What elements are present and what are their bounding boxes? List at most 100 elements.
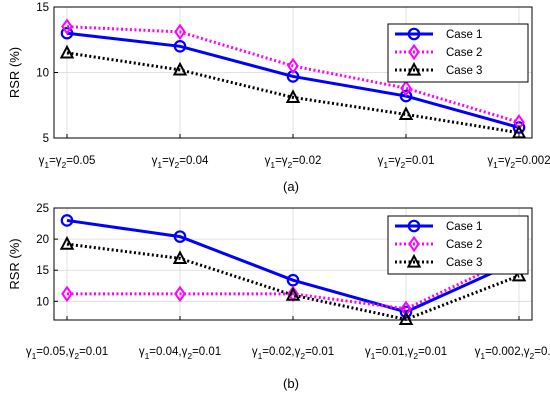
x-tick-label-part: 2 — [175, 160, 180, 170]
x-tick-label-part: 2 — [530, 351, 535, 361]
x-tick-label: γ1=0.05,γ2=0.01 — [26, 346, 108, 361]
point-marker-circle — [60, 214, 74, 227]
point-marker-diamond — [61, 18, 73, 35]
x-tick-label-part: =γ — [162, 155, 175, 167]
point-marker-triangle — [285, 286, 301, 301]
x-tick-label-part: 2 — [413, 351, 418, 361]
x-tick-label-part: =0.01 — [405, 155, 434, 167]
x-tick-label: γ1=0.002,γ2=0.01 — [475, 346, 550, 361]
point-marker-circle — [399, 305, 413, 319]
x-tick-label-part: =γ — [275, 155, 288, 167]
x-tick-label: γ1=γ2=0.01 — [378, 155, 435, 170]
point-marker-diamond — [61, 285, 73, 303]
x-tick-label-part: =0.01 — [534, 346, 550, 358]
x-tick-label-part: 2 — [300, 351, 305, 361]
x-tick-label: γ1=γ2=0.04 — [152, 155, 209, 170]
panel-caption: (a) — [283, 179, 299, 194]
series-line — [66, 218, 520, 314]
x-tick-label-part: 1 — [44, 160, 49, 170]
point-marker-triangle — [172, 61, 188, 76]
x-tick-label: γ1=0.02,γ2=0.01 — [252, 346, 334, 361]
point-marker-circle — [286, 273, 300, 287]
legend-label: Case 2 — [446, 239, 482, 251]
x-tick-label-part: γ — [378, 155, 384, 167]
point-marker-diamond — [174, 23, 186, 41]
x-tick-label-part: 1 — [493, 160, 498, 170]
x-tick-label-part: γ — [265, 155, 271, 167]
point-marker-triangle — [511, 267, 527, 282]
x-tick-label-part: γ — [365, 346, 371, 358]
series-case-3 — [59, 235, 527, 325]
x-tick-label-part: γ — [152, 155, 158, 167]
x-tick-label-part: 1 — [145, 351, 150, 361]
series-case-1 — [60, 26, 526, 134]
series-line — [67, 254, 520, 311]
x-tick-label-part: =0.01 — [192, 346, 221, 358]
point-marker-circle — [173, 230, 187, 243]
x-tick-label: γ1=γ2=0.05 — [39, 155, 96, 170]
x-tick-label-part: =0.04,γ — [149, 346, 187, 358]
point-marker-circle — [173, 39, 187, 53]
y-tick-label: 5 — [43, 133, 49, 145]
x-tick-label-part: =0.01 — [418, 346, 447, 358]
legend-label: Case 3 — [446, 65, 482, 77]
x-tick-label-part: =0.05 — [66, 155, 95, 167]
x-tick-label-part: γ — [39, 155, 45, 167]
point-marker-triangle — [59, 235, 75, 250]
x-tick-label-part: 1 — [480, 351, 485, 361]
x-tick-label-part: γ — [487, 155, 493, 167]
series-case-3 — [59, 44, 527, 139]
x-tick-label: γ1=γ2=0.02 — [265, 155, 322, 170]
x-tick-label-part: 1 — [157, 160, 162, 170]
point-marker-diamond — [400, 79, 412, 97]
x-tick-label-part: =0.05,γ — [36, 346, 74, 358]
x-tick-label-part: 1 — [258, 351, 263, 361]
y-axis-label: RSR (%) — [7, 47, 22, 98]
legend-label: Case 1 — [446, 221, 482, 233]
y-axis-label: RSR (%) — [7, 238, 22, 289]
legend-label: Case 3 — [446, 257, 482, 269]
point-marker-circle — [407, 219, 421, 233]
x-tick-label: γ1=γ2=0.002 — [487, 155, 550, 170]
x-tick-label-part: =γ — [49, 155, 62, 167]
x-tick-label-part: =0.01 — [79, 346, 108, 358]
x-tick-label-part: 2 — [62, 160, 67, 170]
x-tick-label-part: 2 — [510, 160, 515, 170]
legend-label: Case 1 — [446, 29, 482, 41]
point-marker-triangle — [511, 124, 527, 139]
series-line — [66, 51, 520, 135]
series-line — [66, 242, 520, 321]
x-tick-label-part: 1 — [371, 351, 376, 361]
point-marker-triangle — [406, 61, 422, 76]
y-tick-label: 25 — [36, 203, 49, 215]
x-tick-label-part: =0.04 — [179, 155, 209, 167]
point-marker-diamond — [287, 57, 299, 75]
x-tick-label-part: 2 — [401, 160, 406, 170]
x-tick-label-part: 1 — [270, 160, 275, 170]
point-marker-triangle — [59, 44, 75, 59]
point-marker-triangle — [398, 311, 414, 325]
x-tick-label-part: =0.01,γ — [375, 346, 413, 358]
x-tick-label-part: =γ — [498, 155, 511, 167]
x-tick-label-part: =0.02,γ — [262, 346, 300, 358]
x-tick-label-part: =0.002,γ — [485, 346, 530, 358]
point-marker-circle — [407, 27, 421, 41]
y-tick-label: 15 — [36, 2, 49, 14]
x-tick-label-part: 1 — [383, 160, 388, 170]
panel-caption: (b) — [283, 376, 299, 391]
x-tick-label-part: 1 — [32, 351, 37, 361]
x-tick-label: γ1=0.01,γ2=0.01 — [365, 346, 447, 361]
point-marker-triangle — [406, 253, 422, 268]
x-tick-label-part: 2 — [288, 160, 293, 170]
x-tick-label-part: 2 — [74, 351, 79, 361]
x-tick-label-part: γ — [252, 346, 258, 358]
x-tick-label-part: γ — [139, 346, 145, 358]
legend: Case 1 Case 2 Case 3 — [387, 215, 529, 275]
legend-label: Case 2 — [446, 47, 482, 59]
x-tick-label-part: =0.01 — [305, 346, 334, 358]
y-tick-label: 15 — [36, 265, 49, 277]
x-tick-label-part: γ — [475, 346, 481, 358]
